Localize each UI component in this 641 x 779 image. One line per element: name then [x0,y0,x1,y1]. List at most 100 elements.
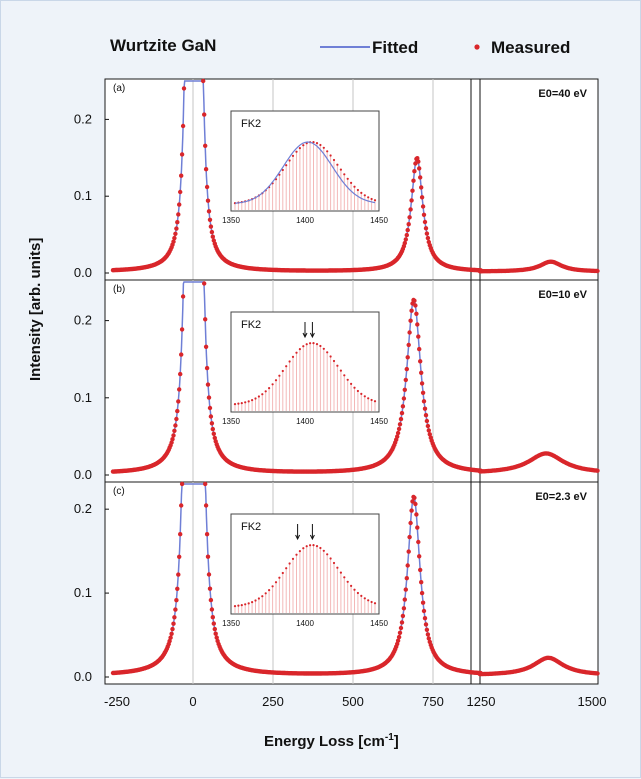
measured-point [419,185,424,190]
x-tick-label: 250 [262,694,284,709]
inset-point [237,604,240,607]
inset-point [373,199,377,202]
inset-point [353,588,356,591]
measured-point [407,215,412,220]
measured-point [417,554,422,559]
inset-point [244,401,247,404]
measured-point [201,78,206,84]
inset-point [315,142,319,145]
panel-a: (a) E0=40 eV 0.0 0.1 0.2 FK2 1350 1400 1450 [74,78,600,281]
inset-point [322,549,325,552]
inset-point [247,400,250,403]
measured-point [208,224,214,229]
measured-point [405,227,410,233]
inset-point [339,369,342,372]
inset-point [319,546,322,550]
measured-point [204,365,210,371]
measured-point [416,159,421,164]
measured-point [172,615,177,620]
measured-point [407,330,412,335]
measured-point [423,413,429,418]
measured-point [418,359,423,364]
inset-point [237,402,240,405]
measured-point [174,598,179,603]
measured-point [180,294,186,299]
inset-fitted-line [234,141,376,204]
inset-label: FK2 [241,521,261,533]
inset-point [291,557,295,561]
inset-point [281,369,284,373]
measured-point [397,422,403,427]
measured-point [396,634,402,640]
measured-point [176,399,181,404]
measured-point [167,638,172,644]
measured-point [207,405,213,411]
measured-point [422,219,428,225]
inset-point [261,595,264,598]
measured-point [205,198,211,203]
inset-point [346,580,349,583]
y-tick-label: 0.2 [74,111,92,126]
inset-arrow-head [309,332,315,339]
measured-point [426,428,431,433]
inset-point [302,345,305,348]
measured-point [416,539,421,545]
inset-point [322,146,325,149]
inset-point [254,397,257,400]
inset-point [315,343,319,346]
inset-point [274,581,278,584]
legend-measured-marker [474,44,480,50]
inset-point [312,342,315,345]
measured-point [409,198,414,203]
measured-point [404,576,409,581]
measured-point [419,370,424,375]
inset-point [268,589,271,592]
measured-point [419,381,425,386]
inset-point [356,389,359,393]
measured-point [420,390,426,395]
measured-point [206,572,212,577]
inset-tick-label: 1350 [222,417,240,426]
measured-point [397,630,403,635]
inset-point [326,351,329,354]
panel-tag: (a) [113,83,125,94]
legend-fitted-label: Fitted [372,38,418,57]
inset-point [240,402,243,405]
measured-point [416,334,421,339]
inset-point [363,597,366,600]
inset-point [264,390,267,393]
x-tick-label: 500 [342,694,364,709]
x-tick-label: 750 [422,694,444,709]
inset-point [274,379,278,382]
measured-point [419,195,425,200]
inset-point [356,591,359,595]
measured-point [169,631,174,636]
inset-tick-label: 1400 [296,417,314,426]
inset-point [360,392,363,395]
inset-tick-label: 1450 [370,216,388,225]
measured-point [402,387,407,392]
measured-point [208,597,214,603]
measured-point [176,212,181,217]
measured-point [175,220,180,225]
inset-point [319,344,322,348]
measured-point [405,563,410,568]
x-tick-label: 1500 [578,694,607,709]
inset-point [271,585,274,588]
measured-point [417,346,422,352]
inset-point [309,342,312,345]
measured-point [203,481,208,487]
measured-point [402,240,407,246]
measured-point [207,586,213,591]
inset-point [305,343,308,346]
inset-point [268,387,271,390]
energy-label: E0=40 eV [538,88,587,100]
legend-measured-label: Measured [491,38,570,57]
inset-point [281,571,284,575]
measured-point [401,606,407,611]
measured-series [110,78,600,274]
measured-point [422,616,428,621]
inset-point [295,553,298,556]
measured-point [212,435,217,441]
